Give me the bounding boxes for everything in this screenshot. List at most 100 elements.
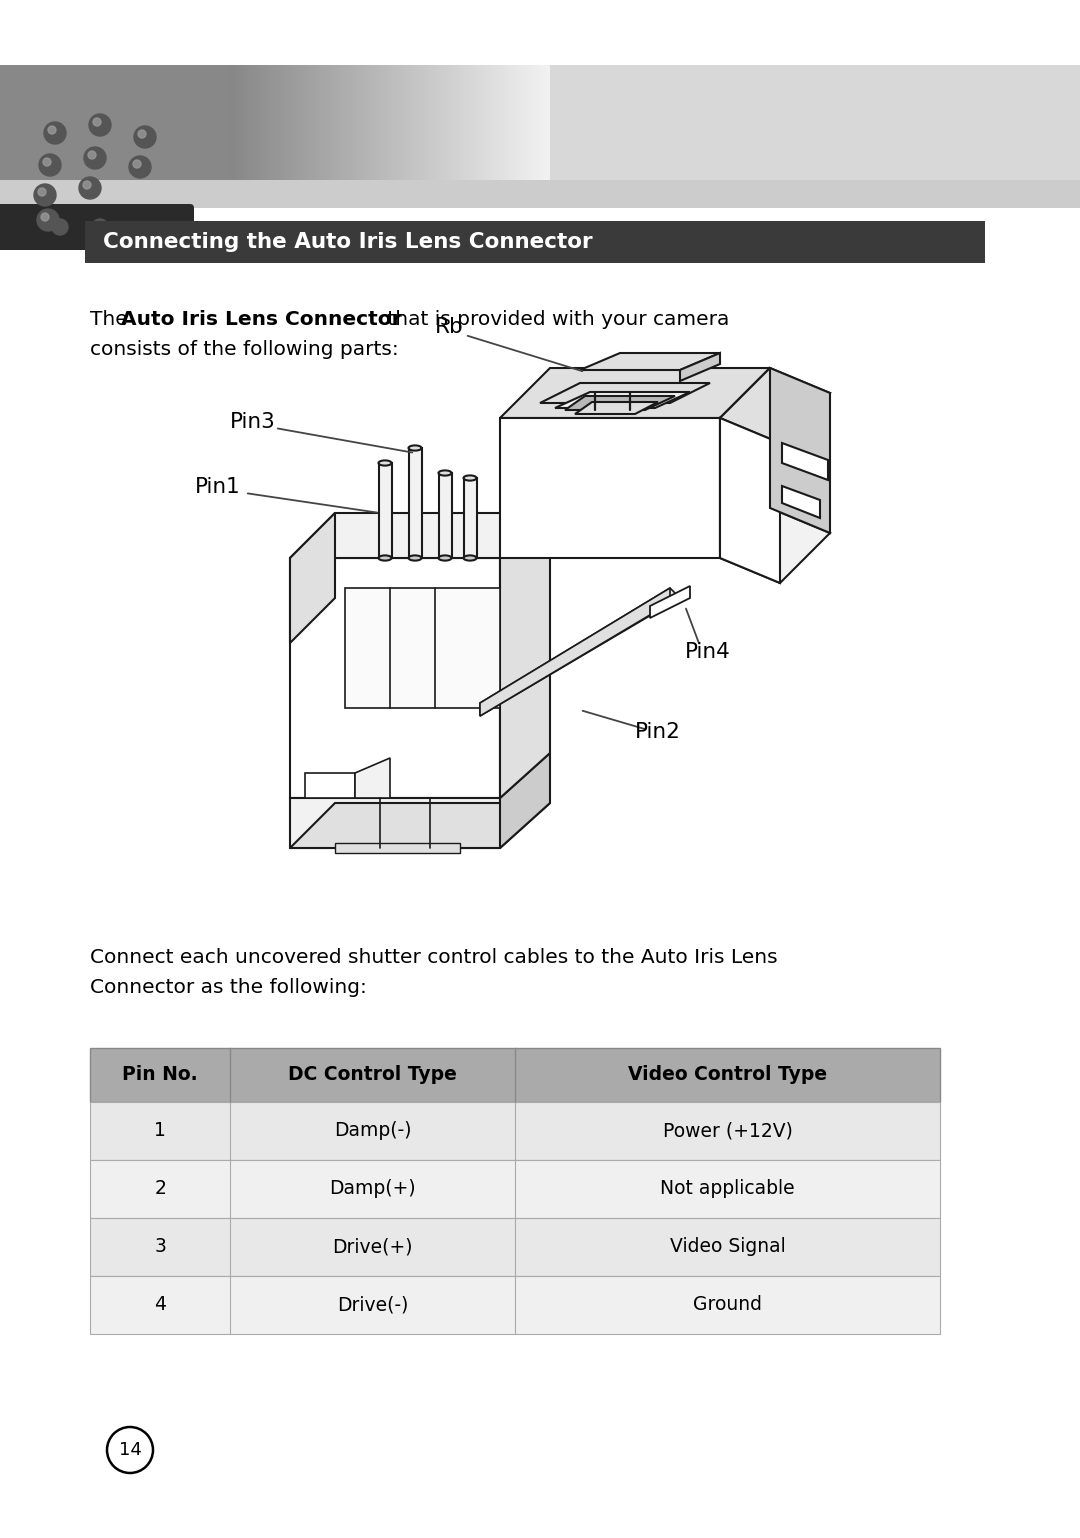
Bar [454,65,458,180]
Bar [338,65,342,180]
Bar [498,65,502,180]
Bar [382,65,386,180]
Polygon shape [480,588,670,717]
Ellipse shape [408,555,421,560]
Bar [318,65,322,180]
Text: Drive(-): Drive(-) [337,1295,408,1315]
Bar [465,65,470,180]
Bar [302,65,306,180]
Bar [490,65,494,180]
Circle shape [83,181,91,189]
Bar [510,65,514,180]
Bar [546,65,550,180]
Text: DC Control Type: DC Control Type [288,1066,457,1084]
Bar [246,65,249,180]
Polygon shape [782,486,820,518]
Bar [326,65,330,180]
Circle shape [129,155,151,178]
Polygon shape [555,392,690,408]
Text: Connector as the following:: Connector as the following: [90,978,367,997]
Bar [0,65,230,180]
Polygon shape [378,463,391,558]
Bar [274,65,278,180]
Polygon shape [720,368,831,443]
Bar [314,65,318,180]
Bar [482,65,486,180]
Polygon shape [291,558,500,798]
Bar [249,65,254,180]
Bar [426,65,430,180]
Polygon shape [580,354,720,371]
Bar [90,1103,940,1160]
Text: Not applicable: Not applicable [660,1180,795,1198]
Polygon shape [500,514,550,798]
Polygon shape [565,395,675,411]
Ellipse shape [463,475,476,480]
Polygon shape [408,448,421,558]
Bar [470,65,474,180]
Polygon shape [575,401,658,414]
Text: Connecting the Auto Iris Lens Connector: Connecting the Auto Iris Lens Connector [103,232,593,252]
Bar [291,65,294,180]
Bar [0,180,1080,208]
Polygon shape [540,383,710,403]
Bar [442,65,446,180]
Polygon shape [355,758,390,798]
Bar [518,65,522,180]
Text: Pin2: Pin2 [635,721,680,741]
Bar [330,65,334,180]
Bar [322,65,326,180]
Bar [478,65,482,180]
Text: Damp(+): Damp(+) [329,1180,416,1198]
Circle shape [41,212,49,221]
Polygon shape [720,508,831,583]
Bar [474,65,478,180]
Text: Drive(+): Drive(+) [333,1238,413,1257]
Polygon shape [291,803,550,847]
Bar [350,65,354,180]
Text: Auto Iris Lens Connector: Auto Iris Lens Connector [121,311,402,329]
Bar [270,65,274,180]
Text: Pin4: Pin4 [685,641,731,661]
Bar [414,65,418,180]
Circle shape [84,148,106,169]
Bar [90,1218,940,1277]
Circle shape [87,151,96,158]
Bar [230,65,234,180]
Bar [254,65,258,180]
Bar [90,1047,940,1103]
Text: Rb: Rb [435,317,463,337]
Bar [446,65,450,180]
Polygon shape [650,586,690,618]
Polygon shape [335,843,460,854]
Circle shape [48,126,56,134]
Circle shape [89,114,111,135]
Bar [90,1277,940,1333]
Polygon shape [782,443,828,480]
Bar [502,65,507,180]
Bar [410,65,414,180]
Bar [406,65,410,180]
Polygon shape [305,774,355,798]
Polygon shape [463,478,476,558]
Text: Ground: Ground [693,1295,762,1315]
Circle shape [44,122,66,145]
Polygon shape [480,588,680,717]
Bar [294,65,298,180]
Bar [486,65,490,180]
Bar [357,65,362,180]
Bar [458,65,462,180]
Circle shape [134,126,156,148]
Text: The: The [90,311,134,329]
Bar [298,65,302,180]
Ellipse shape [378,555,391,560]
Text: 4: 4 [154,1295,166,1315]
Bar [238,65,242,180]
Bar [370,65,374,180]
Circle shape [43,158,51,166]
Bar [374,65,378,180]
Text: 14: 14 [119,1441,141,1460]
Text: 2: 2 [154,1180,166,1198]
Polygon shape [500,368,770,418]
Text: 3: 3 [154,1238,166,1257]
